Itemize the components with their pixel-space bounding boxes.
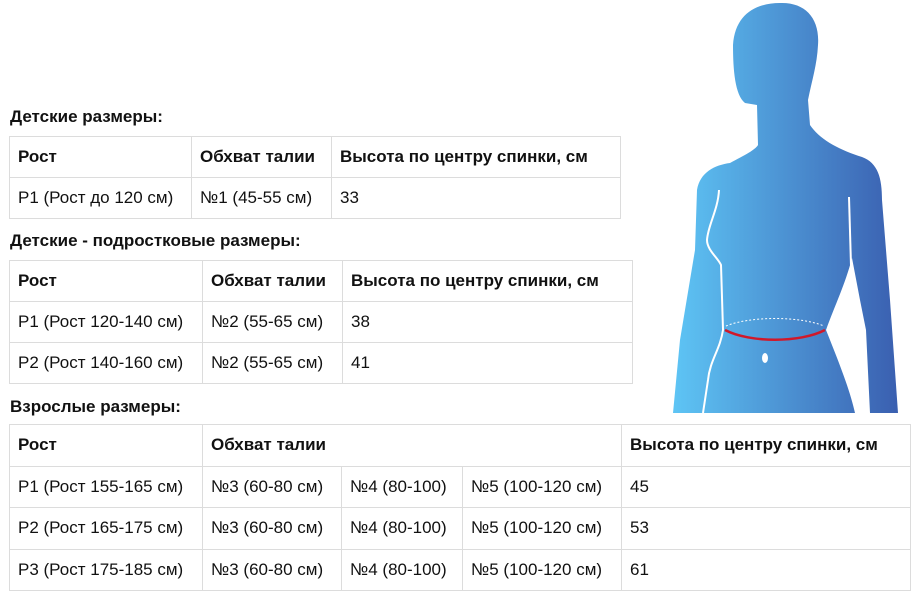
table-cell: №1 (45-55 см) [191, 177, 332, 219]
section-title-adult: Взрослые размеры: [10, 397, 181, 416]
table-cell: №2 (55-65 см) [202, 342, 343, 384]
table-cell: №5 (100-120 см) [461, 465, 623, 508]
kids-size-table: Рост Обхват талии Высота по центру спинки,… [9, 136, 621, 219]
table-cell: Р2 (Рост 140-160 см) [9, 342, 203, 384]
table-cell: №5 (100-120 см) [461, 548, 623, 591]
table-cell: №3 (60-80 см) [202, 465, 342, 508]
table-row: Р1 (Рост до 120 см) №1 (45-55 см) 33 [9, 177, 621, 219]
column-header: Рост [9, 424, 203, 467]
table-cell: №3 (60-80 см) [202, 548, 342, 591]
column-header: Высота по центру спинки, см [342, 260, 633, 302]
table-cell: №3 (60-80 см) [202, 507, 342, 550]
table-cell: 53 [621, 507, 912, 550]
table-cell: 45 [621, 465, 912, 508]
table-header-row: Рост Обхват талии Высота по центру спинки,… [9, 424, 912, 467]
table-cell: Р1 (Рост до 120 см) [9, 177, 192, 219]
table-cell: 41 [342, 342, 633, 384]
table-cell: №4 (80-100) [341, 548, 463, 591]
table-cell: Р1 (Рост 120-140 см) [9, 301, 203, 343]
female-torso-waist-measurement-icon [673, 2, 898, 414]
column-header: Рост [9, 136, 192, 178]
table-cell: №4 (80-100) [341, 465, 463, 508]
section-title-kids: Детские размеры: [10, 107, 163, 126]
column-header: Обхват талии [201, 424, 623, 467]
table-cell: Р3 (Рост 175-185 см) [9, 548, 203, 591]
adult-size-table: Рост Обхват талии Высота по центру спинки,… [9, 424, 912, 591]
table-header-row: Рост Обхват талии Высота по центру спинки,… [9, 136, 621, 178]
table-cell: 38 [342, 301, 633, 343]
column-header: Рост [9, 260, 203, 302]
table-cell: №2 (55-65 см) [202, 301, 343, 343]
table-row: Р1 (Рост 155-165 см) №3 (60-80 см) №4 (80-… [9, 465, 912, 508]
table-row: Р1 (Рост 120-140 см) №2 (55-65 см) 38 [9, 301, 633, 343]
column-header: Высота по центру спинки, см [331, 136, 621, 178]
table-row: Р2 (Рост 165-175 см) №3 (60-80 см) №4 (80-… [9, 507, 912, 550]
column-header: Высота по центру спинки, см [621, 424, 912, 467]
column-header: Обхват талии [202, 260, 343, 302]
table-cell: Р2 (Рост 165-175 см) [9, 507, 203, 550]
teen-size-table: Рост Обхват талии Высота по центру спинки,… [9, 260, 633, 384]
table-cell: №5 (100-120 см) [461, 507, 623, 550]
table-cell: Р1 (Рост 155-165 см) [9, 465, 203, 508]
table-cell: 33 [331, 177, 621, 219]
section-title-teen: Детские - подростковые размеры: [10, 231, 301, 250]
table-cell: 61 [621, 548, 912, 591]
table-header-row: Рост Обхват талии Высота по центру спинки,… [9, 260, 633, 302]
table-row: Р2 (Рост 140-160 см) №2 (55-65 см) 41 [9, 342, 633, 384]
table-row: Р3 (Рост 175-185 см) №3 (60-80 см) №4 (80-… [9, 548, 912, 591]
column-header: Обхват талии [191, 136, 332, 178]
table-cell: №4 (80-100) [341, 507, 463, 550]
